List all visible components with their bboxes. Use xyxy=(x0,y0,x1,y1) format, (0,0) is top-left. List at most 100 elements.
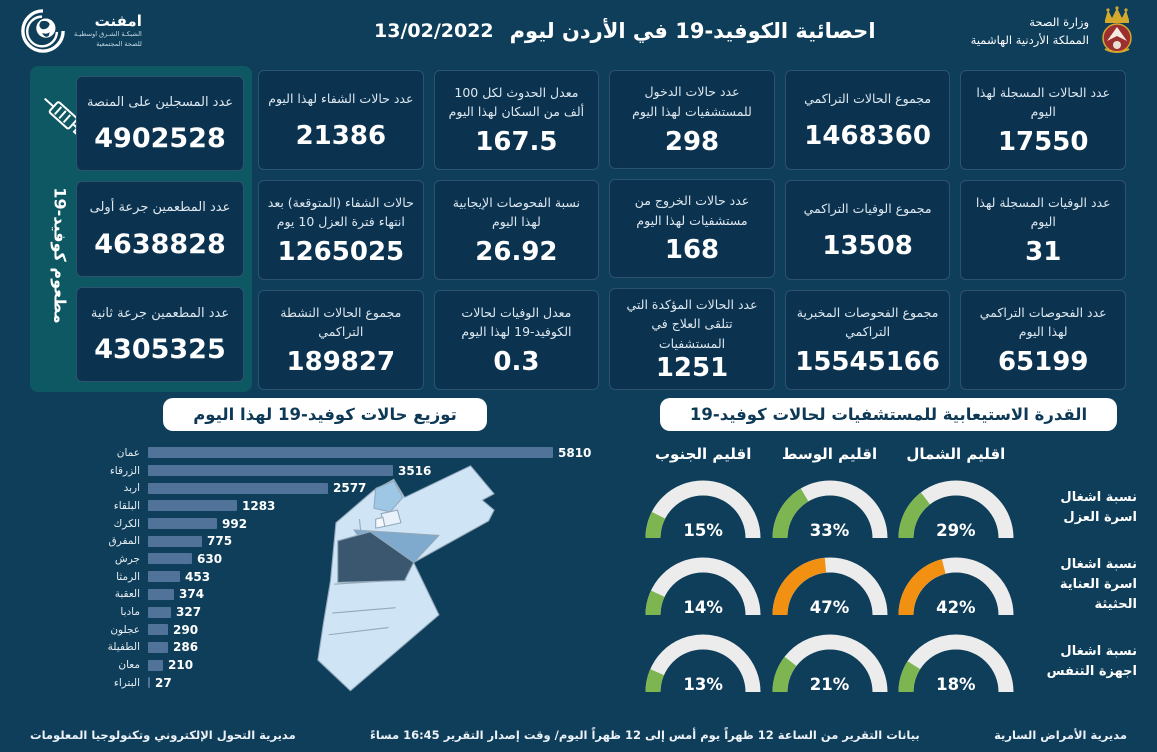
stat-card-value: 21386 xyxy=(295,120,387,151)
gauge: 15% xyxy=(644,476,762,540)
ministry-name: وزارة الصحة xyxy=(1029,14,1089,29)
bar xyxy=(148,500,237,512)
gauge: 18% xyxy=(897,630,1015,694)
stat-card: حالات الشفاء (المتوقعة) بعد انتهاء فترة … xyxy=(258,180,424,280)
stat-card: عدد الحالات المؤكدة التي تتلقى العلاج في… xyxy=(609,287,775,390)
bar-row: معان 210 xyxy=(30,656,615,674)
bar-value-label: 27 xyxy=(155,675,172,690)
emphnet-logo-text: امفنت الشبكـة الشـرق اوسطيـة للصحة المجت… xyxy=(74,12,142,50)
emphnet-logo-block: امفنت الشبكـة الشـرق اوسطيـة للصحة المجت… xyxy=(20,8,142,54)
gauge-row-label: نسبة اشغال اسرة العناية الحثيثة xyxy=(1059,556,1137,613)
bar-category-label: الكرك xyxy=(113,517,140,530)
stat-card: عدد المسجلين على المنصة 4902528 xyxy=(76,76,244,172)
bar-category-label: مادبا xyxy=(120,606,140,619)
bar xyxy=(148,571,180,583)
stat-card-label: عدد الوفيات المسجلة لهذا اليوم xyxy=(975,194,1111,230)
stat-card-value: 65199 xyxy=(997,347,1089,378)
gauge-row-label: نسبة اشغال اسرة العزل xyxy=(1060,489,1137,525)
stat-column: معدل الحدوث لكل 100 ألف من السكان لهذا ا… xyxy=(433,70,600,390)
bar-row: الكرك 992 xyxy=(30,515,615,533)
jordan-coat-of-arms-icon xyxy=(1102,6,1132,53)
region-header: اقليم الشمال xyxy=(906,445,1006,463)
bar-row: اربد 2577 xyxy=(30,479,615,497)
stat-card-label: عدد الحالات المسجلة لهذا اليوم xyxy=(976,84,1111,120)
stat-card-value: 0.3 xyxy=(493,347,540,378)
stat-card: معدل الحدوث لكل 100 ألف من السكان لهذا ا… xyxy=(433,70,600,170)
bar-value-label: 992 xyxy=(222,516,248,531)
stat-card: معدل الوفيات لحالات الكوفيد-19 لهذا اليو… xyxy=(433,290,600,390)
bar-category-label: البتراء xyxy=(113,676,140,689)
footer: مديرية الأمراض السارية بيانات التقرير من… xyxy=(30,728,1127,742)
bar-value-label: 5810 xyxy=(558,445,592,460)
bar-value-label: 327 xyxy=(176,605,202,620)
gauge: 47% xyxy=(771,553,889,617)
bar-category-label: معان xyxy=(118,659,140,672)
bar xyxy=(148,677,150,689)
capacity-gauge-grid: اقليم الشمال اقليم الوسط اقليم الجنوب نسبة … xyxy=(640,440,1137,699)
stat-column: مجموع الحالات التراكمي 1468360 مجموع الوفي… xyxy=(784,70,951,390)
bar xyxy=(148,588,174,600)
gauge-percent-label: 42% xyxy=(936,598,976,617)
gauge-cell: 47% xyxy=(766,548,892,622)
bar-category-label: عمان xyxy=(116,446,140,459)
gauge-percent-label: 14% xyxy=(683,598,723,617)
stat-card-value: 17550 xyxy=(997,127,1089,158)
bar-category-label: عجلون xyxy=(110,623,140,636)
bar xyxy=(148,518,217,530)
bar-row: المفرق 775 xyxy=(30,532,615,550)
region-header: اقليم الجنوب xyxy=(654,445,752,463)
bar-value-label: 1283 xyxy=(242,498,276,513)
stat-card-value: 26.92 xyxy=(475,237,558,268)
stat-card: عدد الفحوصات التراكمي لهذا اليوم 65199 xyxy=(960,290,1126,390)
bar-row: الزرقاء 3516 xyxy=(30,462,615,480)
stat-card-label: عدد المطعمين جرعة ثانية xyxy=(90,305,230,321)
stat-card-label: مجموع الحالات التراكمي xyxy=(804,91,932,107)
ministry-block: وزارة الصحة المملكة الأردنية الهاشمية xyxy=(971,5,1137,57)
bar-category-label: البلقاء xyxy=(113,499,140,512)
bar xyxy=(148,641,168,653)
bar-value-label: 290 xyxy=(173,622,199,637)
vaccine-panel: مطعوم كوفيد-19 عدد المسجلين على المنصة 49… xyxy=(30,66,252,392)
gauge-percent-label: 21% xyxy=(809,675,850,694)
stat-card-label: عدد الفحوصات التراكمي لهذا اليوم xyxy=(979,304,1107,340)
gauge-grid-corner xyxy=(1019,440,1137,468)
bar-value-label: 3516 xyxy=(398,463,432,478)
stat-card-label: عدد المسجلين على المنصة xyxy=(86,95,234,111)
ministry-text: وزارة الصحة المملكة الأردنية الهاشمية xyxy=(971,13,1089,50)
gauge-cell: 29% xyxy=(893,471,1019,545)
stat-card-value: 4638828 xyxy=(94,228,226,260)
bar xyxy=(148,482,328,494)
stat-column: عدد حالات الشفاء لهذا اليوم 21386 حالات ال… xyxy=(258,70,424,390)
vaccine-vertical-label: مطعوم كوفيد-19 xyxy=(50,187,70,324)
bar-row: الطفيلة 286 xyxy=(30,639,615,657)
header: امفنت الشبكـة الشـرق اوسطيـة للصحة المجت… xyxy=(0,0,1157,62)
bar-category-label: الرمثا xyxy=(116,570,140,583)
capacity-section: القدرة الاستيعابية للمستشفيات لحالات كوف… xyxy=(640,398,1137,698)
stat-card: عدد المطعمين جرعة أولى 4638828 xyxy=(76,181,244,277)
bar xyxy=(148,624,168,636)
stat-card-label: مجموع الحالات النشطة التراكمي xyxy=(280,304,402,340)
gauge-cell: 42% xyxy=(893,548,1019,622)
stat-card-label: عدد الحالات المؤكدة التي تتلقى العلاج في… xyxy=(626,296,758,351)
gauge-cell: 33% xyxy=(766,471,892,545)
stat-card-label: مجموع الوفيات التراكمي xyxy=(803,201,932,217)
gauge-row-label: نسبة اشغال اجهزة التنفس xyxy=(1046,643,1137,679)
gauge-percent-label: 33% xyxy=(809,521,850,540)
bar-category-label: المفرق xyxy=(108,535,140,548)
gauge-cell: 21% xyxy=(766,625,892,699)
gauge-percent-label: 29% xyxy=(936,521,976,540)
distribution-title: توزيع حالات كوفيد-19 لهذا اليوم xyxy=(163,398,487,431)
stat-card: عدد حالات الخروج من مستشفيات لهذا اليوم 1… xyxy=(609,178,775,278)
stat-card: مجموع الوفيات التراكمي 13508 xyxy=(784,180,951,280)
distribution-section: توزيع حالات كوفيد-19 لهذا اليوم xyxy=(30,398,620,698)
stat-card-label: معدل الوفيات لحالات الكوفيد-19 لهذا اليو… xyxy=(461,304,572,340)
footer-right: مديرية الأمراض السارية xyxy=(994,728,1127,742)
stat-card-value: 1468360 xyxy=(804,120,931,151)
stat-card-label: عدد حالات الشفاء لهذا اليوم xyxy=(268,91,414,107)
bar-row: جرش 630 xyxy=(30,550,615,568)
stat-card-value: 1265025 xyxy=(277,237,405,268)
gauge: 29% xyxy=(897,476,1015,540)
stat-card-label: مجموع الفحوصات المخبرية التراكمي xyxy=(796,304,939,340)
stat-card: مجموع الفحوصات المخبرية التراكمي 15545166 xyxy=(784,290,951,390)
stat-card-value: 189827 xyxy=(286,347,396,378)
